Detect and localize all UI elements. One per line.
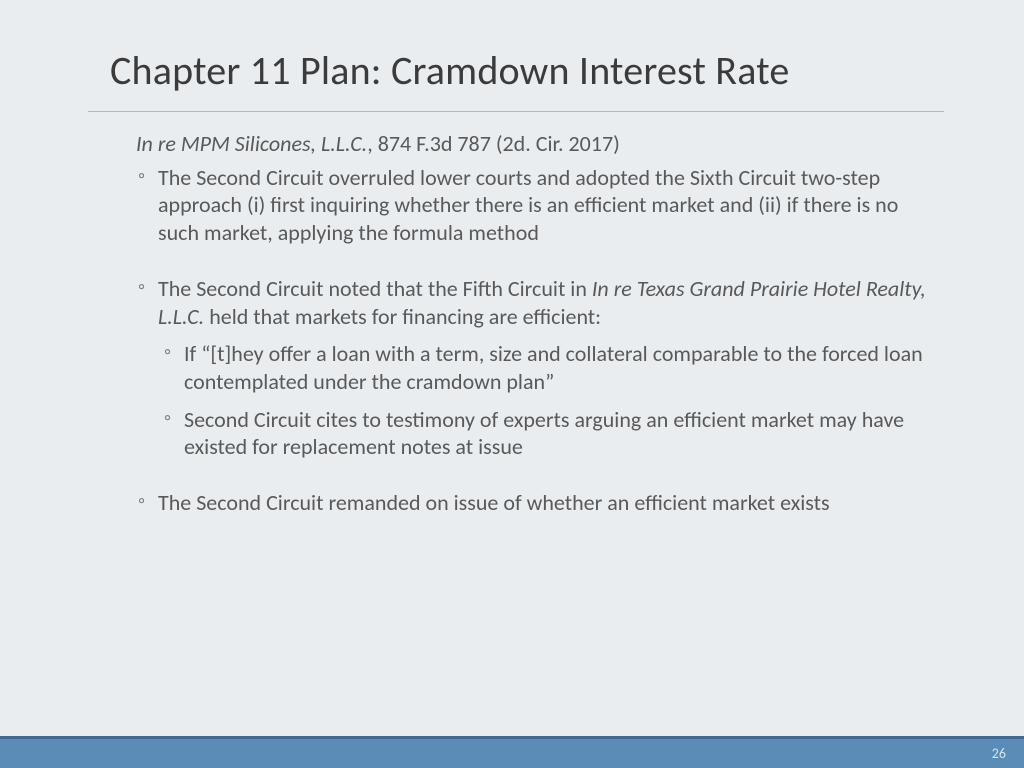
sub-bullet-list: If “[t]hey offer a loan with a term, siz…: [158, 340, 934, 461]
page-number: 26: [992, 745, 1006, 762]
footer-bar: 26: [0, 736, 1024, 768]
bullet-text: The Second Circuit overruled lower court…: [158, 164, 898, 246]
case-citation: In re MPM Silicones, L.L.C., 874 F.3d 78…: [136, 130, 934, 158]
case-name: In re MPM Silicones, L.L.C.: [136, 130, 367, 157]
bullet-text-pre: The Second Circuit noted that the Fifth …: [158, 275, 592, 302]
sub-bullet-text: If “[t]hey offer a loan with a term, siz…: [184, 340, 923, 395]
bullet-text: The Second Circuit remanded on issue of …: [158, 489, 830, 516]
bullet-list: The Second Circuit overruled lower court…: [136, 164, 934, 517]
list-item: If “[t]hey offer a loan with a term, siz…: [158, 340, 934, 395]
case-cite: , 874 F.3d 787 (2d. Cir. 2017): [367, 130, 620, 157]
bullet-text-post: held that markets for financing are effi…: [204, 303, 601, 330]
sub-bullet-text: Second Circuit cites to testimony of exp…: [184, 406, 904, 461]
slide-content: In re MPM Silicones, L.L.C., 874 F.3d 78…: [88, 130, 944, 517]
list-item: The Second Circuit noted that the Fifth …: [136, 275, 934, 461]
list-item: Second Circuit cites to testimony of exp…: [158, 406, 934, 461]
title-divider: [88, 111, 944, 112]
list-item: The Second Circuit overruled lower court…: [136, 164, 934, 247]
slide: Chapter 11 Plan: Cramdown Interest Rate …: [0, 0, 1024, 768]
list-item: The Second Circuit remanded on issue of …: [136, 489, 934, 517]
slide-title: Chapter 11 Plan: Cramdown Interest Rate: [88, 46, 944, 95]
